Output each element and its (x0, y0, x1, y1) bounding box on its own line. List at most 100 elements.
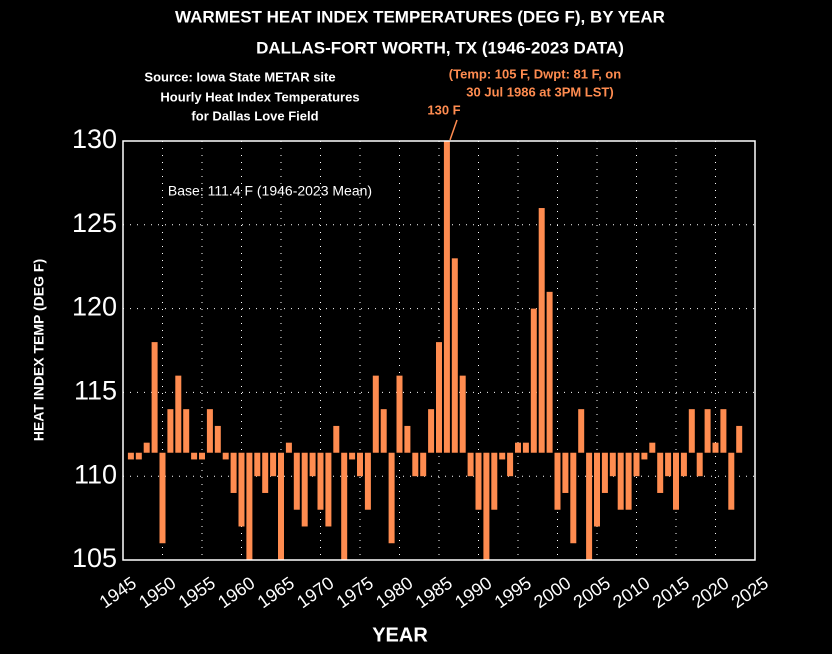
bar (680, 452, 687, 477)
bar (191, 452, 198, 460)
bar (254, 452, 261, 477)
bar (728, 452, 735, 510)
bar (570, 452, 577, 544)
bar (135, 452, 142, 460)
bar (554, 452, 561, 510)
bar (507, 452, 514, 477)
bar (285, 442, 292, 453)
bar (720, 409, 727, 453)
bar (625, 452, 632, 510)
bar (278, 452, 284, 560)
bar (617, 452, 624, 510)
bar (688, 409, 695, 453)
bar (388, 452, 395, 544)
bar (696, 452, 703, 477)
bar (372, 375, 379, 453)
chart-subtitle: DALLAS-FORT WORTH, TX (1946-2023 DATA) (256, 38, 624, 57)
max-note: (Temp: 105 F, Dwpt: 81 F, on (449, 66, 621, 81)
bar (712, 442, 719, 453)
bar (483, 452, 490, 560)
bar (206, 409, 213, 453)
bar (127, 452, 134, 460)
y-tick-label: 120 (72, 292, 117, 322)
bar (586, 452, 593, 560)
bar (665, 452, 672, 477)
bar (412, 452, 419, 477)
bar (443, 141, 450, 453)
bar (704, 409, 711, 453)
bar (222, 452, 229, 460)
source-note: Hourly Heat Index Temperatures (160, 89, 359, 104)
y-tick-label: 125 (72, 208, 117, 238)
chart-title: WARMEST HEAT INDEX TEMPERATURES (DEG F),… (175, 7, 665, 26)
bar (317, 452, 324, 510)
bar (404, 425, 411, 453)
bar (594, 452, 600, 527)
y-tick-label: 105 (72, 543, 117, 573)
bar (546, 291, 553, 453)
bar (349, 452, 356, 460)
y-tick-label: 130 (72, 124, 117, 154)
bar (420, 452, 427, 477)
bar (538, 208, 545, 453)
bar (499, 452, 506, 460)
bar (333, 425, 340, 453)
bar (633, 452, 640, 477)
bar (230, 452, 237, 493)
bar (199, 452, 205, 460)
bar (467, 452, 474, 477)
bar (159, 452, 166, 544)
y-tick-label: 110 (74, 459, 117, 489)
bar (183, 409, 190, 453)
bar (262, 452, 269, 493)
base-note: Base: 111.4 F (1946-2023 Mean) (168, 183, 372, 199)
bar (301, 452, 308, 527)
max-note: 30 Jul 1986 at 3PM LST) (466, 84, 613, 99)
bar (214, 425, 221, 453)
y-axis-label: HEAT INDEX TEMP (DEG F) (31, 259, 47, 441)
bar (396, 375, 403, 453)
bar (167, 409, 174, 453)
bar (246, 452, 253, 560)
bar (562, 452, 569, 493)
bar (601, 452, 608, 493)
bar (151, 342, 158, 453)
bar (309, 452, 316, 477)
bar (436, 342, 442, 453)
plot-frame (122, 140, 756, 561)
bar (657, 452, 664, 493)
bar (609, 452, 616, 477)
bar (459, 375, 466, 453)
bar (238, 452, 245, 527)
bar (649, 442, 656, 453)
bar (341, 452, 348, 560)
bar (515, 442, 521, 453)
bar (673, 452, 679, 510)
y-tick-label: 115 (74, 376, 117, 406)
bar (428, 409, 435, 453)
bar (175, 375, 182, 453)
max-label: 130 F (427, 102, 460, 117)
bar (325, 452, 332, 527)
bar (451, 258, 458, 453)
source-note: Source: Iowa State METAR site (144, 69, 335, 84)
bar (530, 308, 537, 453)
bar (522, 442, 529, 453)
bar (270, 452, 277, 477)
bar (641, 452, 648, 460)
bar (736, 425, 743, 453)
leader-line (449, 119, 458, 141)
bar (364, 452, 371, 510)
bar (491, 452, 498, 510)
bar (357, 452, 363, 477)
bar (380, 409, 387, 453)
x-axis-label: YEAR (372, 624, 428, 646)
source-note: for Dallas Love Field (191, 108, 318, 123)
bar (293, 452, 300, 510)
bar (578, 409, 585, 453)
bar (143, 442, 150, 453)
bar (475, 452, 482, 510)
